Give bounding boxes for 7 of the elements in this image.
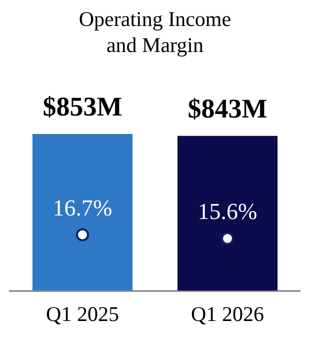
data-label: $853M xyxy=(42,91,122,122)
chart-title: Operating Income and Margin xyxy=(78,6,232,58)
x-tick-label: Q1 2025 xyxy=(46,302,119,326)
data-label: 15.6% xyxy=(198,199,258,224)
x-tick-label: Q1 2026 xyxy=(191,302,264,326)
data-label: $843M xyxy=(188,93,268,124)
data-label: 16.7% xyxy=(52,195,112,220)
